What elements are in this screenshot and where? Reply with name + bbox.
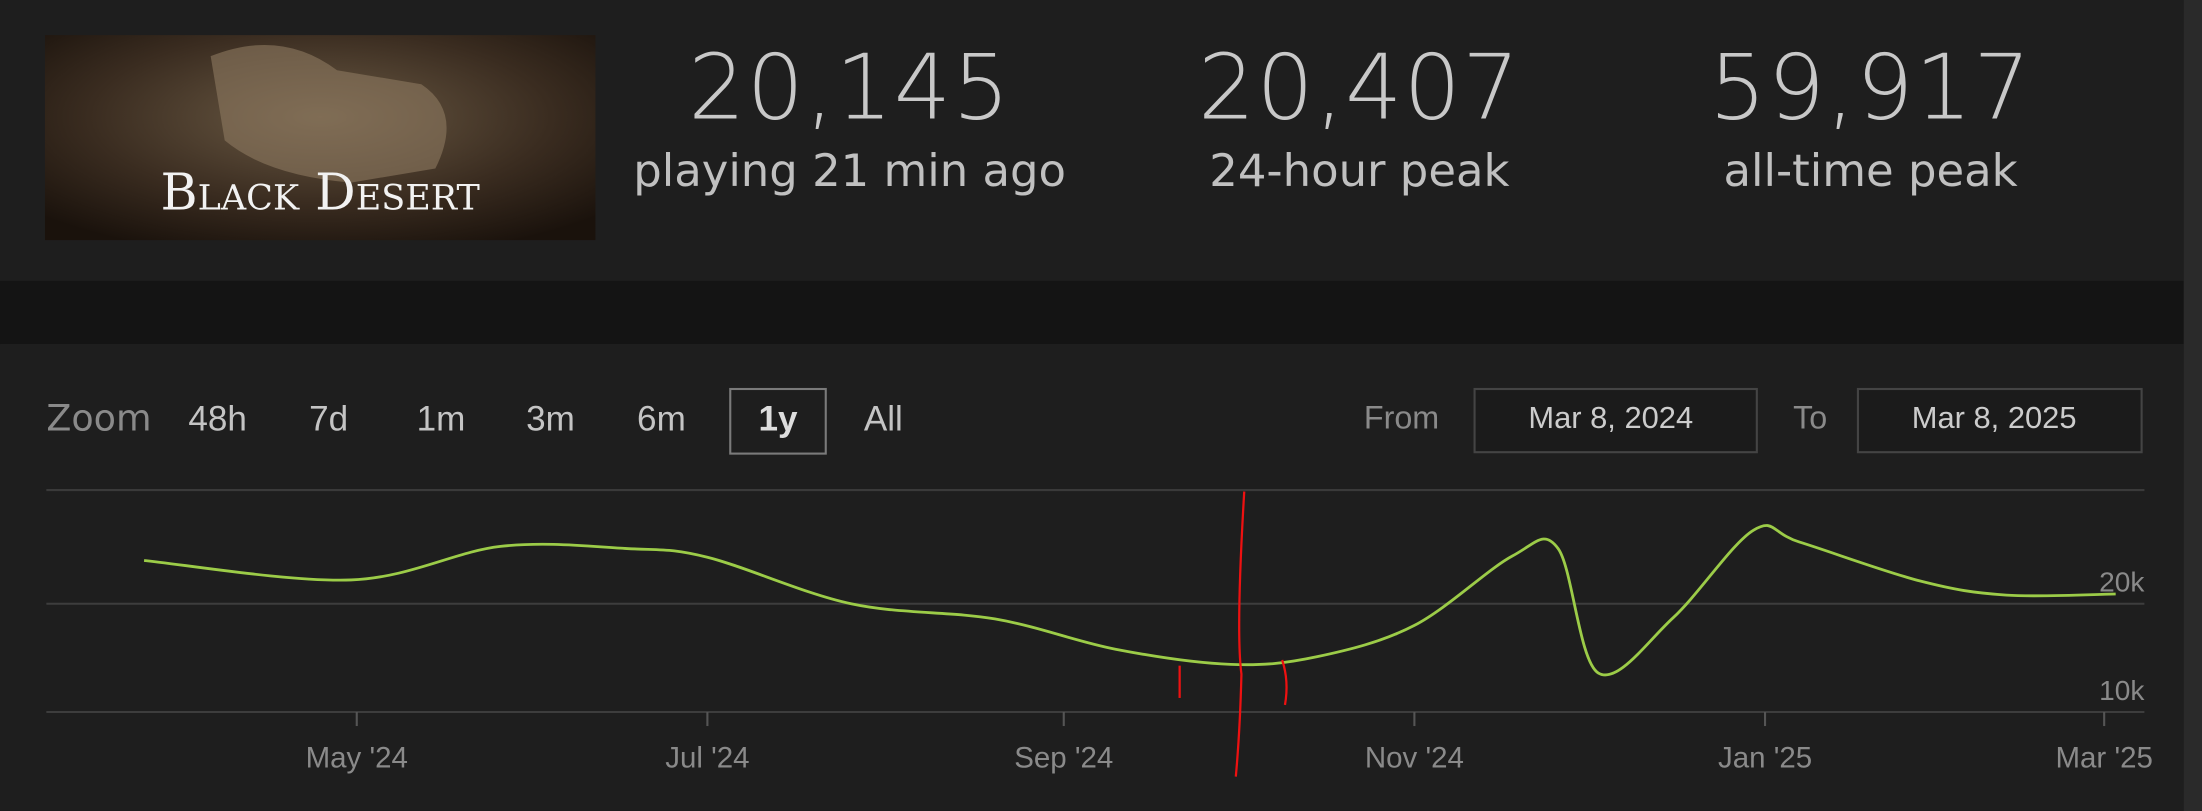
stat-label: 24-hour peak [1209,144,1509,197]
stat-label: all-time peak [1723,144,2017,197]
x-tick-label: May '24 [306,742,408,775]
zoom-selected-box [729,387,827,455]
x-tick-label: Nov '24 [1365,742,1464,775]
chart-panel [0,344,2184,811]
y-tick-label: 10k [2099,675,2145,706]
scroll-edge [2183,0,2202,811]
banner-art [210,44,447,183]
to-label: To [1793,399,1827,435]
zoom-button[interactable]: All [864,400,903,439]
x-tick-label: Jan '25 [1718,742,1812,775]
game-title: Black Desert [161,163,480,222]
stat-value: 20,407 [1198,37,1521,141]
y-tick-label: 20k [2099,567,2145,598]
from-label: From [1364,399,1439,435]
x-tick-label: Sep '24 [1014,742,1113,775]
player-count-line [143,524,2116,677]
to-input[interactable] [1856,387,2143,454]
stat-value: 20,145 [688,37,1011,141]
zoom-button[interactable]: 48h [188,400,247,439]
stat-value: 59,917 [1709,37,2032,141]
zoom-button[interactable]: 3m [526,400,575,439]
x-tick-label: Mar '25 [2055,742,2152,775]
zoom-button[interactable]: 7d [309,400,348,439]
from-input[interactable] [1473,387,1758,454]
zoom-button[interactable]: 1y [758,400,798,439]
zoom-button[interactable]: 6m [637,400,686,439]
annotation-stroke [1281,659,1288,706]
x-tick-label: Jul '24 [665,742,749,775]
from-date: Mar 8, 2024 [1528,400,1693,435]
stat-label: playing 21 min ago [633,144,1066,197]
to-date: Mar 8, 2025 [1912,400,2077,435]
zoom-label: Zoom [46,396,151,439]
zoom-button[interactable]: 1m [417,400,466,439]
annotation-stroke [1234,491,1246,777]
divider-band [0,280,2202,345]
